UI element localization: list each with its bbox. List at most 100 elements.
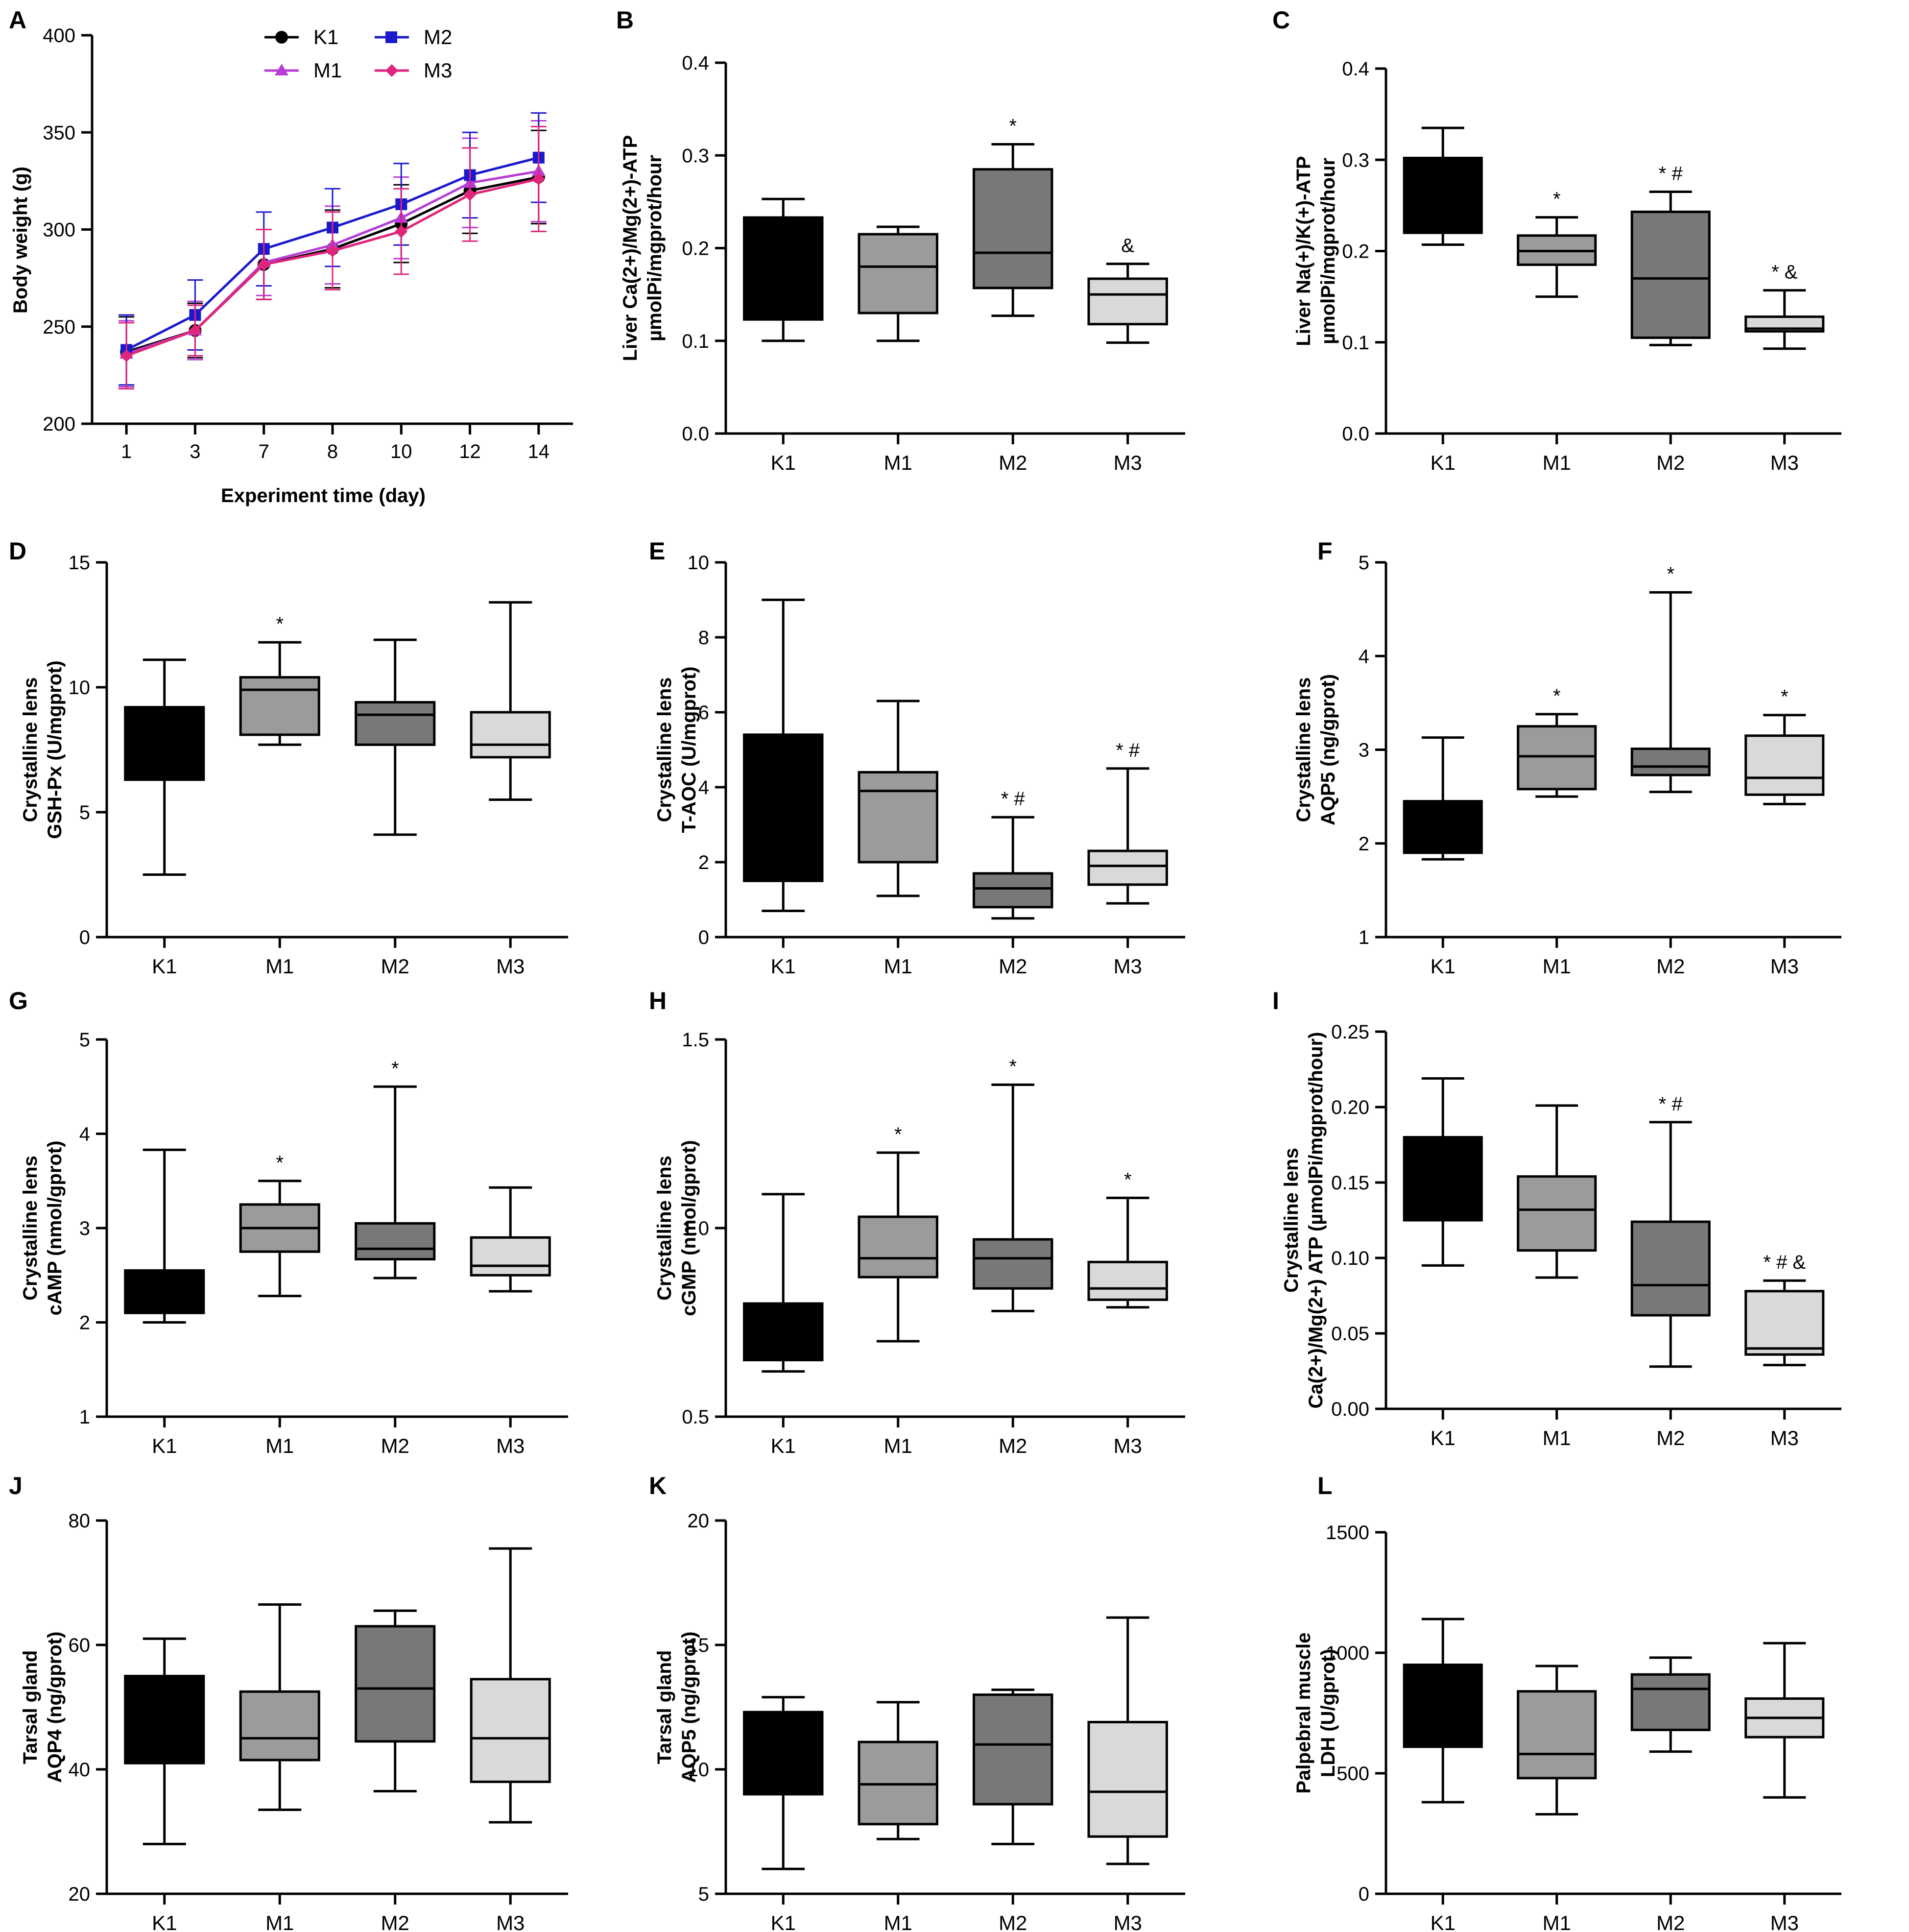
panel-J-box-M2	[355, 1625, 436, 1743]
panel-J-x-label-M3: M3	[496, 1911, 525, 1932]
panel-F-x-label-M2: M2	[1656, 955, 1685, 978]
panel-I-x-label-M3: M3	[1770, 1426, 1799, 1449]
panel-C-x-label-M2: M2	[1656, 451, 1685, 474]
panel-L-x-label-K1: K1	[1431, 1911, 1456, 1932]
panel-E-y-tick-label: 10	[688, 552, 710, 574]
panel-C-sig-M2: * #	[1659, 163, 1683, 184]
panel-C-x-label-K1: K1	[1431, 451, 1456, 474]
panel-A-point-M3	[257, 258, 270, 271]
panel-B-y-tick-label: 0.2	[682, 238, 709, 260]
panel-H-sig-M2: *	[1009, 1056, 1017, 1077]
panel-E-x-label-M3: M3	[1114, 955, 1142, 978]
panel-B-x-label-M1: M1	[884, 451, 912, 474]
legend-entry-M3: M3	[375, 59, 452, 82]
panel-L-y-title: LDH (U/gprot)	[1317, 1649, 1339, 1777]
panel-D: D 0 5 10 15 Crystalline lens GSH-Px (U/mgprot)…	[9, 537, 568, 978]
panel-E-box-K1	[743, 733, 824, 882]
panel-D-letter: D	[9, 537, 26, 565]
panel-B-box-M2	[973, 168, 1053, 290]
panel-E-x-label-M2: M2	[999, 955, 1027, 978]
panel-K-box-M2	[973, 1693, 1053, 1806]
panel-F-letter: F	[1317, 537, 1333, 565]
panel-H-y-tick-label: 0.5	[682, 1406, 709, 1428]
panel-L-x-label-M3: M3	[1770, 1911, 1799, 1932]
panel-H-sig-M1: *	[894, 1124, 902, 1145]
panel-K-letter: K	[649, 1472, 667, 1499]
panel-H-sig-M3: *	[1124, 1169, 1132, 1190]
panel-J-y-title: AQP4 (ng/gprot)	[44, 1632, 66, 1783]
panel-J-letter: J	[9, 1472, 23, 1499]
panel-K-box-M3	[1087, 1720, 1168, 1838]
panel-F-sig-M2: *	[1667, 563, 1674, 585]
panel-G-sig-M2: *	[391, 1058, 399, 1079]
panel-I-x-label-M2: M2	[1656, 1426, 1685, 1449]
panel-D-x-label-M2: M2	[381, 955, 409, 978]
panel-A-x-tick-label: 7	[259, 441, 269, 462]
panel-F-y-tick-label: 5	[1359, 552, 1369, 574]
panel-C-sig-M3: * &	[1771, 262, 1798, 283]
panel-K-y-tick-label: 15	[688, 1635, 710, 1656]
panel-D-box-M2	[355, 701, 436, 746]
panel-G-box-M3	[470, 1236, 551, 1277]
panel-J-y-tick-label: 20	[69, 1884, 91, 1905]
panel-F-sig-M1: *	[1553, 685, 1561, 707]
panel-C-box-K1	[1403, 157, 1483, 234]
panel-L-x-label-M2: M2	[1656, 1911, 1685, 1932]
panel-E-box-M3	[1087, 849, 1168, 886]
panel-K-y-tick-label: 20	[688, 1510, 710, 1532]
panel-F-y-tick-label: 4	[1359, 646, 1369, 667]
legend-entry-M2: M2	[375, 25, 452, 48]
panel-E-x-label-M1: M1	[884, 955, 912, 978]
panel-B-y-title: µmolPi/mgprot/hour	[644, 155, 666, 341]
panel-B-sig-M2: *	[1009, 116, 1017, 137]
panel-E-y-tick-label: 8	[698, 627, 709, 649]
panel-A-y-tick-label: 350	[43, 122, 75, 144]
panel-A-x-tick-label: 14	[528, 441, 550, 462]
panel-F-y-title: AQP5 (ng/gprot)	[1317, 674, 1339, 825]
panel-C-box-M2	[1630, 210, 1711, 339]
panel-A-point-M3	[395, 225, 408, 238]
panel-I-y-title: Ca(2+)/Mg(2+) ATP (µmolPi/mgprot/hour)	[1305, 1032, 1327, 1409]
panel-K-y-title: AQP5 (ng/gprot)	[678, 1632, 700, 1783]
panel-J: J 20 40 60 80 Tarsal gland AQP4 (ng/gprot) K1 M1…	[9, 1472, 568, 1932]
panel-J-x-label-M2: M2	[381, 1911, 409, 1932]
panel-H-y-tick-label: 1.5	[682, 1029, 709, 1051]
panel-I-x-label-M1: M1	[1543, 1426, 1571, 1449]
panel-I-sig-M2: * #	[1659, 1093, 1683, 1115]
legend-entry-M1: M1	[264, 59, 342, 82]
panel-B-y-tick-label: 0.1	[682, 331, 709, 352]
panel-A-x-tick-label: 10	[390, 441, 412, 462]
panel-H-x-label-M3: M3	[1114, 1434, 1142, 1457]
panel-A-point-M3	[463, 188, 477, 201]
panel-L-letter: L	[1317, 1472, 1333, 1499]
panel-F-y-tick-label: 3	[1359, 740, 1369, 761]
panel-G-y-tick-label: 1	[79, 1406, 90, 1428]
panel-F-x-label-M3: M3	[1770, 955, 1799, 978]
panel-K-y-title: Tarsal gland	[654, 1650, 675, 1764]
panel-A-x-tick-label: 8	[327, 441, 338, 462]
panel-D-box-M3	[470, 711, 551, 759]
panel-E-x-label-K1: K1	[771, 955, 796, 978]
panel-K-box-K1	[743, 1711, 824, 1796]
panel-E-box-M1	[858, 771, 938, 864]
legend-label-M3: M3	[424, 59, 452, 82]
legend-label-M1: M1	[313, 59, 342, 82]
panel-A-point-M3	[326, 244, 339, 258]
panel-G-box-M2	[355, 1222, 436, 1261]
panel-C-y-tick-label: 0.3	[1342, 149, 1369, 171]
panel-B-x-label-K1: K1	[771, 451, 796, 474]
panel-A: A Body weight (g) Experiment time (day) …	[9, 6, 573, 507]
panel-F-sig-M3: *	[1781, 686, 1789, 708]
panel-B-y-title: Liver Ca(2+)/Mg(2+)-ATP	[620, 135, 641, 362]
panel-L-y-tick-label: 0	[1359, 1884, 1369, 1905]
panel-H-y-tick-label: 1.0	[682, 1218, 709, 1239]
panel-B-box-M3	[1087, 277, 1168, 326]
panel-I-y-tick-label: 0.00	[1331, 1399, 1369, 1420]
panel-E-y-tick-label: 4	[698, 777, 709, 798]
panel-H-x-label-K1: K1	[771, 1434, 796, 1457]
panel-L-box-M2	[1630, 1673, 1711, 1731]
panel-H-y-title: Crystalline lens	[654, 1156, 675, 1301]
panel-L-y-tick-label: 1500	[1326, 1522, 1369, 1544]
panel-G-letter: G	[9, 987, 28, 1014]
